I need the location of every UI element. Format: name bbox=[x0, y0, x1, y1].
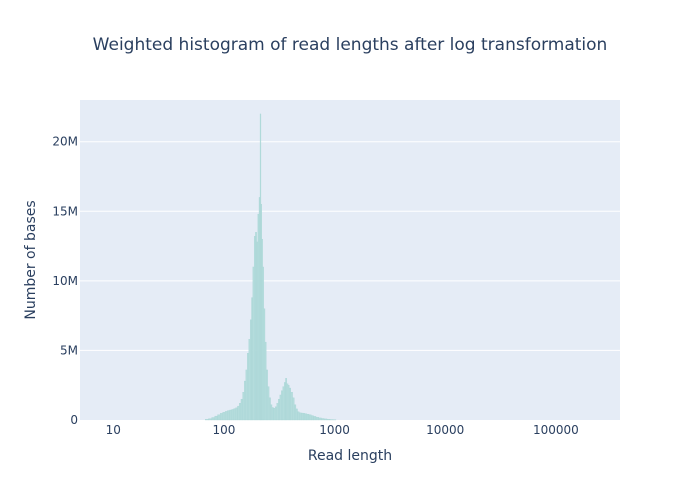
y-tick-label: 0 bbox=[70, 413, 78, 427]
histogram-bar bbox=[295, 408, 298, 421]
histogram-bar bbox=[211, 417, 215, 421]
histogram-bar bbox=[240, 398, 243, 421]
histogram-bar bbox=[208, 418, 212, 421]
histogram-bar bbox=[297, 411, 300, 421]
x-axis-ticks: 10 100 1000 10000 100000 bbox=[106, 423, 579, 437]
histogram-bar bbox=[217, 414, 221, 421]
histogram-bar bbox=[273, 408, 276, 421]
histogram-bar bbox=[251, 297, 253, 421]
x-tick-label: 10000 bbox=[426, 423, 464, 437]
histogram-bar bbox=[249, 319, 252, 421]
y-axis-ticks: 0 5M 10M 15M 20M bbox=[52, 135, 78, 427]
histogram-bar bbox=[257, 213, 260, 421]
histogram-bar bbox=[326, 419, 331, 421]
histogram-bar bbox=[258, 197, 261, 421]
histogram-bar bbox=[248, 339, 251, 421]
histogram-bar bbox=[287, 385, 290, 421]
histogram-bar bbox=[214, 415, 218, 421]
histogram-bar bbox=[255, 232, 257, 421]
histogram-bar bbox=[308, 414, 312, 421]
histogram-bar bbox=[244, 380, 246, 421]
histogram-bar bbox=[256, 241, 258, 421]
histogram-bar bbox=[292, 397, 295, 421]
histogram-bar bbox=[294, 404, 297, 421]
histogram-bar bbox=[281, 390, 283, 421]
plot-area bbox=[80, 100, 620, 420]
histogram-bar bbox=[323, 418, 328, 421]
histogram-bar bbox=[271, 407, 274, 421]
histogram-bar bbox=[289, 387, 291, 421]
histogram-bar bbox=[266, 369, 268, 421]
y-tick-label: 15M bbox=[52, 204, 78, 218]
histogram-bar bbox=[301, 412, 304, 421]
histogram-bar bbox=[285, 378, 287, 421]
histogram-bar bbox=[274, 406, 277, 421]
histogram-bar bbox=[224, 411, 228, 421]
histogram-bar bbox=[318, 417, 322, 421]
histogram-bar bbox=[263, 308, 266, 421]
histogram-bar bbox=[262, 266, 264, 421]
histogram-bar bbox=[235, 407, 238, 421]
histogram-bar bbox=[313, 416, 317, 421]
y-tick-label: 20M bbox=[52, 135, 78, 149]
histogram-bar bbox=[227, 410, 230, 421]
histogram-bar bbox=[306, 414, 310, 421]
y-tick-label: 5M bbox=[60, 343, 78, 357]
histogram-bars bbox=[205, 113, 337, 421]
x-axis-title: Read length bbox=[308, 448, 392, 464]
histogram-bar bbox=[220, 413, 223, 421]
histogram-bar bbox=[267, 386, 270, 421]
histogram-bar bbox=[268, 397, 271, 421]
x-tick-label: 1000 bbox=[319, 423, 350, 437]
histogram-bar bbox=[283, 382, 286, 421]
histogram-bar bbox=[290, 392, 293, 421]
histogram-bar bbox=[253, 236, 256, 421]
histogram-bar bbox=[231, 409, 234, 421]
histogram-bar bbox=[233, 408, 236, 421]
histogram-bar bbox=[276, 403, 279, 421]
x-tick-label: 10 bbox=[106, 423, 121, 437]
histogram-bar bbox=[279, 394, 282, 421]
y-axis-title: Number of bases bbox=[23, 200, 39, 319]
x-tick-label: 100 bbox=[212, 423, 235, 437]
histogram-bar bbox=[299, 412, 302, 421]
x-tick-label: 100000 bbox=[533, 423, 579, 437]
histogram-bar bbox=[252, 266, 255, 421]
histogram-bar bbox=[264, 341, 267, 421]
histogram-bar bbox=[270, 404, 273, 421]
chart-title: Weighted histogram of read lengths after… bbox=[93, 35, 608, 55]
histogram-bar bbox=[315, 417, 319, 421]
histogram-bar bbox=[247, 353, 249, 421]
histogram-bar bbox=[229, 409, 232, 421]
histogram-bar bbox=[303, 413, 306, 421]
histogram-bar bbox=[304, 413, 308, 421]
histogram-bar bbox=[222, 412, 226, 421]
histogram-bar bbox=[245, 369, 248, 421]
gridlines bbox=[80, 141, 620, 351]
histogram-bar bbox=[282, 386, 285, 421]
histogram-bar bbox=[278, 398, 280, 421]
histogram-bar bbox=[321, 418, 325, 421]
histogram-bar bbox=[205, 419, 209, 421]
histogram-bar bbox=[286, 383, 289, 421]
histogram-bar bbox=[311, 415, 314, 421]
histogram-bar bbox=[242, 392, 245, 421]
histogram-bar bbox=[237, 405, 240, 421]
y-tick-label: 10M bbox=[52, 274, 78, 288]
histogram-bar bbox=[239, 403, 242, 421]
